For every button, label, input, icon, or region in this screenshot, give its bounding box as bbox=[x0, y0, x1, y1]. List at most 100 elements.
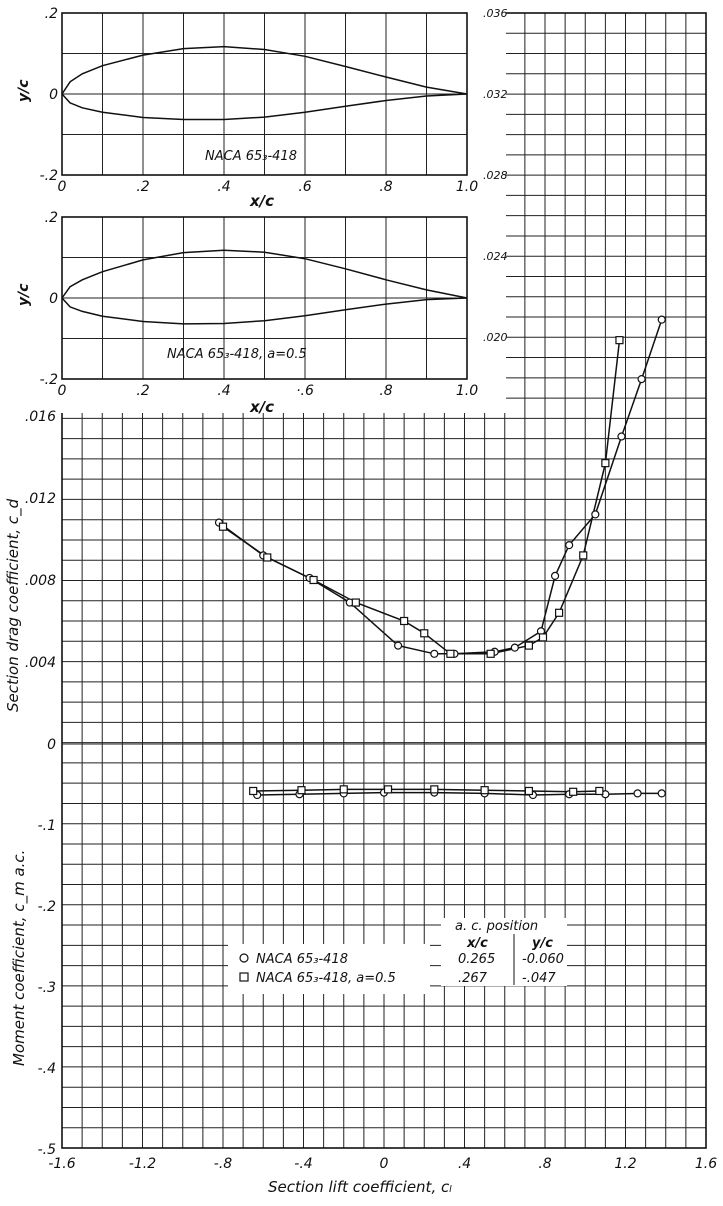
legend: a. c. position x/c y/c NACA 65₃-418 0.26… bbox=[228, 918, 567, 994]
right-axis-tick-label: .036 bbox=[483, 7, 508, 20]
moment-square-series-point bbox=[297, 786, 306, 795]
inset-y-tick-label: .2 bbox=[45, 210, 58, 226]
inset-x-tick-label: 0 bbox=[58, 383, 67, 399]
drag-ylabel: Section drag coefficient, c_d bbox=[4, 498, 23, 712]
drag-square-series-point bbox=[615, 336, 624, 345]
inset-y-tick-label: -.2 bbox=[40, 372, 59, 388]
drag-circle-series-point bbox=[550, 571, 560, 581]
x-tick-label: 1.6 bbox=[695, 1156, 717, 1172]
profile2-ylabel: y/c bbox=[16, 283, 32, 306]
moment-y-tick-label: -.2 bbox=[38, 899, 57, 915]
legend-box-2 bbox=[441, 918, 567, 986]
moment-square-series-point bbox=[569, 787, 578, 796]
moment-circle-series-point bbox=[657, 789, 666, 798]
inset-y-tick-label: .2 bbox=[45, 6, 58, 22]
drag-circle-series-point bbox=[637, 375, 646, 384]
data-markers bbox=[214, 315, 666, 800]
drag-y-tick-label: 0 bbox=[47, 737, 56, 753]
right-axis-tick-label: .028 bbox=[483, 169, 508, 182]
inset-x-tick-label: .4 bbox=[217, 179, 230, 195]
x-tick-label: -.4 bbox=[294, 1156, 312, 1172]
legend-col-x: x/c bbox=[466, 936, 488, 951]
inset-x-tick-label: 1.0 bbox=[456, 179, 478, 195]
moment-y-tick-label: -.3 bbox=[38, 980, 56, 996]
moment-y-tick-label: -.4 bbox=[38, 1061, 56, 1077]
profile1-title: NACA 65₃-418 bbox=[205, 149, 297, 164]
profile-lower-surface bbox=[61, 297, 468, 325]
right-axis-tick-label: .020 bbox=[483, 331, 508, 344]
drag-square-series-point bbox=[579, 551, 588, 560]
inset-x-tick-label: .4 bbox=[217, 383, 230, 399]
moment-square-series-point bbox=[430, 785, 439, 794]
drag-circle-series-point bbox=[430, 649, 439, 658]
profile-lower-surface bbox=[61, 93, 468, 121]
legend-row2-xc: .267 bbox=[458, 971, 488, 986]
x-tick-label: -1.2 bbox=[129, 1156, 156, 1172]
inset1-background bbox=[0, 0, 506, 213]
moment-square-series-point bbox=[524, 786, 534, 796]
inset-x-tick-label: ·.6 bbox=[296, 383, 314, 399]
drag-square-series-point bbox=[400, 616, 409, 626]
drag-square-series-point bbox=[218, 522, 228, 531]
profile2-title: NACA 65₃-418, a=0.5 bbox=[167, 347, 307, 362]
drag-square-series-point bbox=[538, 633, 548, 642]
moment-y-tick-label: -.5 bbox=[38, 1142, 57, 1158]
profile1-ylabel: y/c bbox=[16, 79, 32, 102]
moment-square-series-point bbox=[249, 786, 258, 796]
legend-row2-label: NACA 65₃-418, a=0.5 bbox=[256, 971, 396, 986]
inset-x-tick-label: .8 bbox=[379, 179, 392, 195]
drag-square-series-point bbox=[554, 608, 564, 617]
legend-row1-xc: 0.265 bbox=[458, 952, 495, 967]
inset-x-tick-label: 0 bbox=[58, 179, 67, 195]
x-tick-label: 1.2 bbox=[614, 1156, 636, 1172]
drag-circle-series-point bbox=[565, 541, 574, 550]
inset-y-tick-label: 0 bbox=[49, 291, 58, 307]
drag-circle-series-point bbox=[393, 641, 403, 650]
drag-square-series-point bbox=[486, 649, 495, 658]
drag-square-series-point bbox=[601, 459, 610, 468]
x-tick-label: .8 bbox=[538, 1156, 551, 1172]
profile1-xlabel: x/c bbox=[249, 192, 274, 210]
drag-circle-series-point bbox=[591, 510, 600, 519]
x-tick-label: .4 bbox=[458, 1156, 471, 1172]
moment-square-series-point bbox=[480, 786, 489, 795]
inset-y-tick-label: -.2 bbox=[40, 168, 59, 184]
drag-circle-series-point bbox=[657, 315, 666, 324]
x-tick-label: -1.6 bbox=[48, 1156, 75, 1172]
profile2-xlabel: x/c bbox=[249, 398, 274, 416]
x-tick-label: -.8 bbox=[214, 1156, 233, 1172]
inset-x-tick-label: 1.0 bbox=[456, 383, 478, 399]
tick-labels: 0.2.4.6.8 1.0.20-.20.2.4 ·.6.8 1.0.20-.2-1.… bbox=[25, 6, 717, 1172]
inset-grids bbox=[61, 12, 468, 380]
drag-square-series-point bbox=[351, 598, 360, 607]
legend-row1-yc: -0.060 bbox=[522, 952, 564, 967]
drag-y-tick-label: .008 bbox=[25, 573, 56, 589]
legend-row1-label: NACA 65₃-418 bbox=[256, 952, 348, 967]
moment-square-series-point bbox=[383, 785, 393, 794]
drag-square-series-point bbox=[524, 641, 534, 650]
legend-square-marker bbox=[239, 972, 249, 982]
legend-header: a. c. position bbox=[455, 919, 538, 934]
moment-ylabel: Moment coefficient, c_m a.c. bbox=[10, 850, 29, 1066]
inset-y-tick-label: 0 bbox=[49, 87, 58, 103]
drag-y-tick-label: .016 bbox=[25, 409, 56, 425]
inset-x-tick-label: .2 bbox=[136, 179, 149, 195]
drag-circle-series-line bbox=[218, 319, 663, 655]
drag-square-series-point bbox=[309, 575, 318, 585]
legend-box-1 bbox=[228, 944, 430, 994]
moment-square-series-point bbox=[339, 785, 348, 794]
lift-xlabel: Section lift coefficient, cₗ bbox=[268, 1178, 452, 1196]
right-axis-tick-label: .032 bbox=[483, 88, 508, 101]
moment-y-tick-label: -.1 bbox=[38, 818, 56, 834]
moment-circle-series-point bbox=[633, 789, 642, 798]
inset-x-tick-label: .6 bbox=[298, 179, 311, 195]
legend-row2-yc: -.047 bbox=[522, 971, 556, 986]
drag-circle-series-point bbox=[510, 643, 519, 652]
inset-x-tick-label: .8 bbox=[379, 383, 392, 399]
right-axis-tick-label: .024 bbox=[483, 250, 508, 263]
drag-circle-series-point bbox=[617, 432, 626, 441]
drag-y-tick-label: .012 bbox=[25, 491, 56, 507]
drag-square-series-point bbox=[263, 553, 272, 562]
profile-upper-surface bbox=[61, 45, 468, 95]
